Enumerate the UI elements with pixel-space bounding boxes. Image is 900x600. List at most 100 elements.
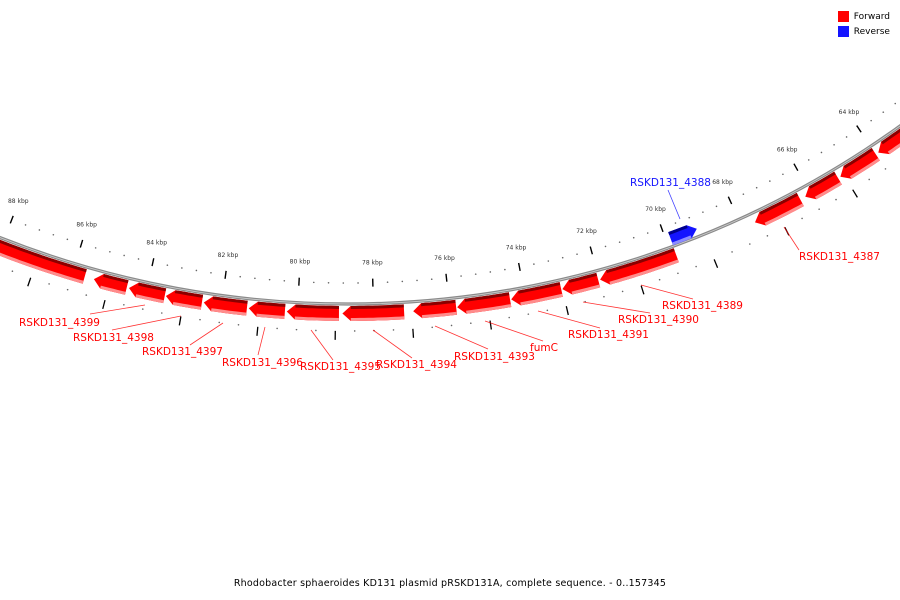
gene-label: RSKD131_4387 xyxy=(799,251,880,263)
gene-highlight-band xyxy=(294,316,339,321)
minor-tick xyxy=(474,273,477,275)
minor-tick xyxy=(504,268,506,271)
outer-minor-tick xyxy=(621,290,624,293)
minor-tick xyxy=(166,264,169,266)
forward-gene xyxy=(0,239,87,284)
minor-tick xyxy=(24,224,27,226)
tick-label: 68 kbp xyxy=(712,179,733,186)
minor-tick xyxy=(870,119,872,122)
gene-shadow-band xyxy=(881,128,900,145)
minor-tick xyxy=(312,281,315,284)
major-tick xyxy=(727,196,733,205)
tick-label: 74 kbp xyxy=(506,244,527,251)
outer-minor-tick xyxy=(123,304,125,306)
tick-label: 72 kbp xyxy=(576,228,597,235)
outer-minor-tick xyxy=(450,324,453,327)
forward-gene xyxy=(562,272,601,295)
outer-minor-tick xyxy=(276,327,278,330)
minor-tick xyxy=(401,280,404,283)
label-leader-line xyxy=(257,326,266,356)
minor-tick xyxy=(882,111,885,113)
gene-shadow-band xyxy=(174,290,204,298)
minor-tick xyxy=(845,136,848,138)
minor-tick xyxy=(460,275,462,277)
forward-gene xyxy=(93,274,129,295)
legend-forward: Forward xyxy=(837,9,890,24)
outer-minor-tick xyxy=(392,329,395,331)
outer-minor-tick xyxy=(801,217,803,220)
label-leader-line xyxy=(310,329,334,361)
tick-label: 82 kbp xyxy=(218,252,239,259)
forward-gene xyxy=(805,171,842,200)
outer-minor-tick xyxy=(141,308,144,310)
outer-minor-tick xyxy=(85,294,88,296)
minor-tick xyxy=(755,186,758,189)
gene-shadow-band xyxy=(568,272,597,283)
gene-highlight-band xyxy=(520,293,563,306)
forward-gene xyxy=(840,148,880,179)
gene-body xyxy=(805,171,842,200)
outer-minor-tick xyxy=(11,270,14,273)
gene-body xyxy=(511,282,563,306)
gene-highlight-band xyxy=(571,284,601,295)
gene-highlight-band xyxy=(135,294,164,304)
tick-label: 76 kbp xyxy=(434,255,455,262)
tick-label: 66 kbp xyxy=(777,146,798,153)
tick-label: 88 kbp xyxy=(8,198,29,205)
major-tick xyxy=(79,239,84,248)
forward-gene xyxy=(342,304,405,321)
major-tick xyxy=(224,270,227,279)
gene-shadow-band xyxy=(518,282,561,294)
gene-highlight-band xyxy=(849,158,880,179)
minor-tick xyxy=(342,282,345,284)
gene-shadow-band xyxy=(103,274,129,284)
tick-label: 78 kbp xyxy=(362,260,383,267)
gene-label: RSKD131_4388 xyxy=(630,177,711,189)
tick-label: 86 kbp xyxy=(76,221,97,228)
major-tick xyxy=(659,224,664,233)
minor-tick xyxy=(357,282,359,284)
gene-highlight-band xyxy=(672,235,692,246)
gene-label: RSKD131_4394 xyxy=(376,359,457,371)
minor-tick xyxy=(210,271,212,274)
label-leader-line xyxy=(372,329,413,359)
minor-tick xyxy=(489,271,492,273)
major-tick xyxy=(856,125,862,133)
gene-body xyxy=(840,148,880,179)
gene-label: RSKD131_4398 xyxy=(73,332,154,344)
major-tick xyxy=(445,273,448,282)
outer-major-tick xyxy=(27,277,32,287)
minor-tick xyxy=(688,216,691,219)
gene-body xyxy=(878,128,900,155)
gene-shadow-band xyxy=(809,171,836,189)
gene-highlight-band xyxy=(172,302,202,310)
gene-label: RSKD131_4396 xyxy=(222,357,303,369)
major-tick xyxy=(589,246,594,255)
major-tick xyxy=(517,262,521,272)
gene-shadow-band xyxy=(464,292,510,302)
minor-tick xyxy=(576,253,578,255)
gene-label: RSKD131_4397 xyxy=(142,346,223,358)
outer-minor-tick xyxy=(470,322,472,325)
outer-major-tick xyxy=(412,328,415,338)
minor-tick xyxy=(561,256,564,259)
minor-tick xyxy=(430,278,433,280)
gene-label: RSKD131_4395 xyxy=(300,361,381,373)
legend-reverse-label: Reverse xyxy=(853,26,890,37)
minor-tick xyxy=(894,102,897,105)
outer-minor-tick xyxy=(527,313,530,315)
label-leader-line xyxy=(89,304,146,315)
label-leader-line xyxy=(189,322,224,346)
minor-tick xyxy=(123,254,125,257)
gene-shadow-band xyxy=(138,282,167,292)
label-leader-line xyxy=(434,325,489,350)
gene-label: fumC xyxy=(530,342,558,354)
minor-tick xyxy=(769,180,771,182)
gene-label: RSKD131_4391 xyxy=(568,329,649,341)
minor-tick xyxy=(674,222,677,224)
gene-label: RSKD131_4389 xyxy=(662,300,743,312)
gene-body xyxy=(755,192,804,226)
reverse-swatch xyxy=(837,26,849,37)
outer-minor-tick xyxy=(658,278,661,281)
